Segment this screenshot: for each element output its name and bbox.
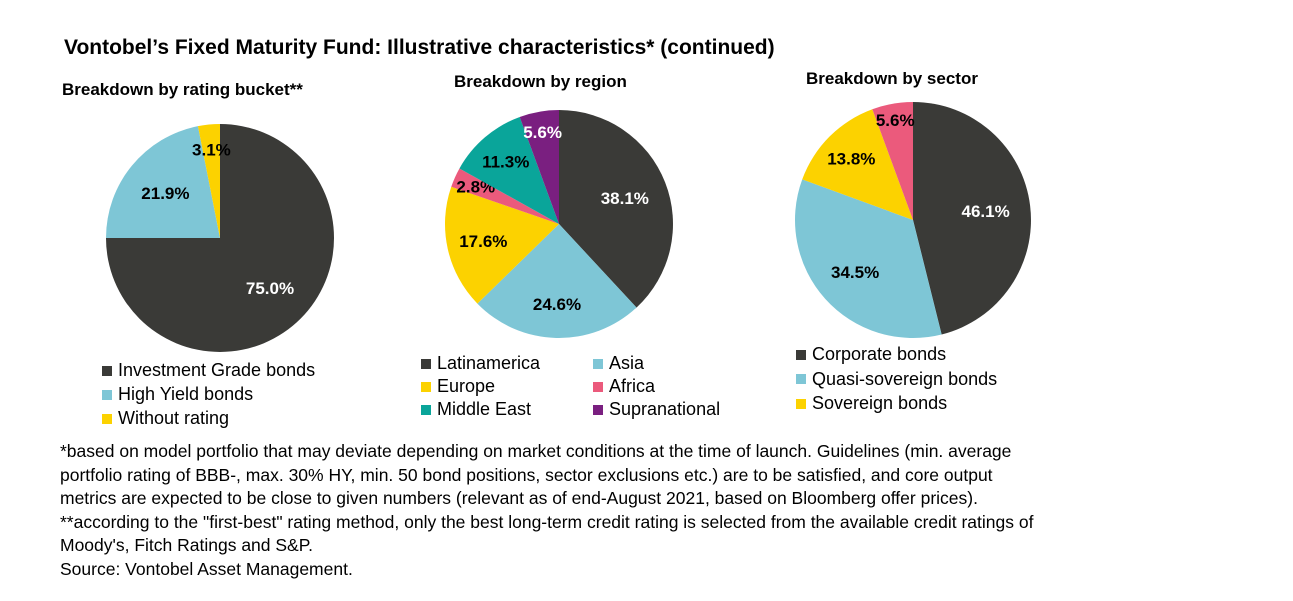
slice-label: 75.0%: [246, 279, 294, 298]
legend-swatch: [421, 358, 431, 369]
pie-chart-sector: 46.1% 34.5% 13.8%5.6%: [795, 102, 1031, 338]
legend-swatch: [593, 381, 603, 392]
footnote-line: *based on model portfolio that may devia…: [60, 441, 1012, 461]
footnote-line: metrics are expected to be close to give…: [60, 488, 978, 508]
legend-item: Latinamerica: [421, 353, 540, 374]
legend-swatch: [421, 404, 431, 415]
footnote-line: Moody's, Fitch Ratings and S&P.: [60, 535, 314, 555]
legend-swatch: [102, 389, 112, 400]
legend-swatch: [593, 404, 603, 415]
pie-slice: [519, 110, 559, 224]
legend-item: Africa: [593, 376, 655, 397]
footnote-line: Source: Vontobel Asset Management.: [60, 558, 353, 579]
legend-swatch: [796, 398, 806, 409]
pie-slice: [795, 179, 942, 338]
slice-label: 24.6%: [533, 295, 581, 314]
slice-label: 21.9%: [141, 184, 189, 203]
slice-label: 5.6%: [523, 123, 562, 142]
legend-label: Europe: [437, 376, 496, 396]
slice-label: 17.6%: [459, 232, 507, 251]
pie-slice: [913, 102, 1031, 335]
slice-label: 11.3%: [482, 153, 529, 172]
legend-item: Without rating: [102, 408, 229, 429]
legend-label: Latinamerica: [437, 353, 541, 373]
footnote-line: portfolio rating of BBB-, max. 30% HY, m…: [60, 464, 993, 485]
slice-label: 46.1%: [961, 202, 1009, 221]
chart-title-sector: Breakdown by sector: [806, 69, 978, 88]
slice-label: 13.8%: [827, 149, 875, 168]
legend-swatch: [796, 374, 806, 384]
page-title: Vontobel’s Fixed Maturity Fund: Illustra…: [64, 36, 775, 59]
legend-item: Supranational: [593, 399, 720, 420]
pie-slice: [559, 110, 673, 308]
slice-label: 5.6%: [876, 111, 915, 130]
legend-swatch: [421, 381, 431, 392]
legend-item: Asia: [593, 353, 644, 374]
legend-item: High Yield bonds: [102, 384, 253, 405]
pie-chart-rating: 75.0% 21.9% 3.1%: [106, 124, 334, 352]
legend-item: Middle East: [421, 399, 531, 420]
pie-slice: [459, 116, 559, 224]
legend-item: Sovereign bonds: [796, 393, 947, 414]
slice-label: 34.5%: [831, 263, 879, 282]
legend-swatch: [102, 413, 112, 424]
legend-label: Without rating: [118, 408, 230, 428]
legend-label: Corporate bonds: [812, 344, 947, 364]
legend-swatch: [102, 365, 112, 376]
legend-label: Supranational: [609, 399, 721, 419]
pie-slice: [872, 102, 913, 220]
legend-label: Investment Grade bonds: [118, 360, 316, 380]
legend-swatch: [796, 349, 806, 360]
pie-slice: [197, 124, 220, 238]
legend-swatch: [593, 358, 603, 369]
legend-item: Corporate bonds: [796, 344, 946, 365]
legend-item: Europe: [421, 376, 495, 397]
legend-label: Asia: [609, 353, 645, 373]
pie-slice: [106, 126, 220, 238]
pie-slice: [477, 224, 637, 338]
legend-item: Quasi-sovereign bonds: [796, 369, 997, 390]
chart-title-region: Breakdown by region: [454, 72, 627, 91]
chart-title-rating: Breakdown by rating bucket**: [62, 80, 303, 99]
legend-label: Quasi-sovereign bonds: [812, 368, 998, 389]
slice-label: 3.1%: [192, 141, 231, 160]
pie-chart-region: 38.1%24.6%17.6%2.8%11.3%5.6%: [444, 110, 673, 338]
legend-label: Middle East: [437, 399, 532, 419]
footnote-line: **according to the "first-best" rating m…: [60, 511, 1034, 532]
footnotes: *based on model portfolio that may devia…: [60, 440, 1260, 581]
pie-slice: [451, 168, 559, 224]
legend-label: Africa: [609, 376, 656, 396]
pie-slice: [802, 109, 913, 220]
pie-slice: [444, 186, 559, 304]
legend-label: Sovereign bonds: [812, 393, 948, 413]
slice-label: 38.1%: [601, 189, 649, 208]
legend-label: High Yield bonds: [118, 384, 254, 404]
legend-item: Investment Grade bonds: [102, 360, 315, 381]
